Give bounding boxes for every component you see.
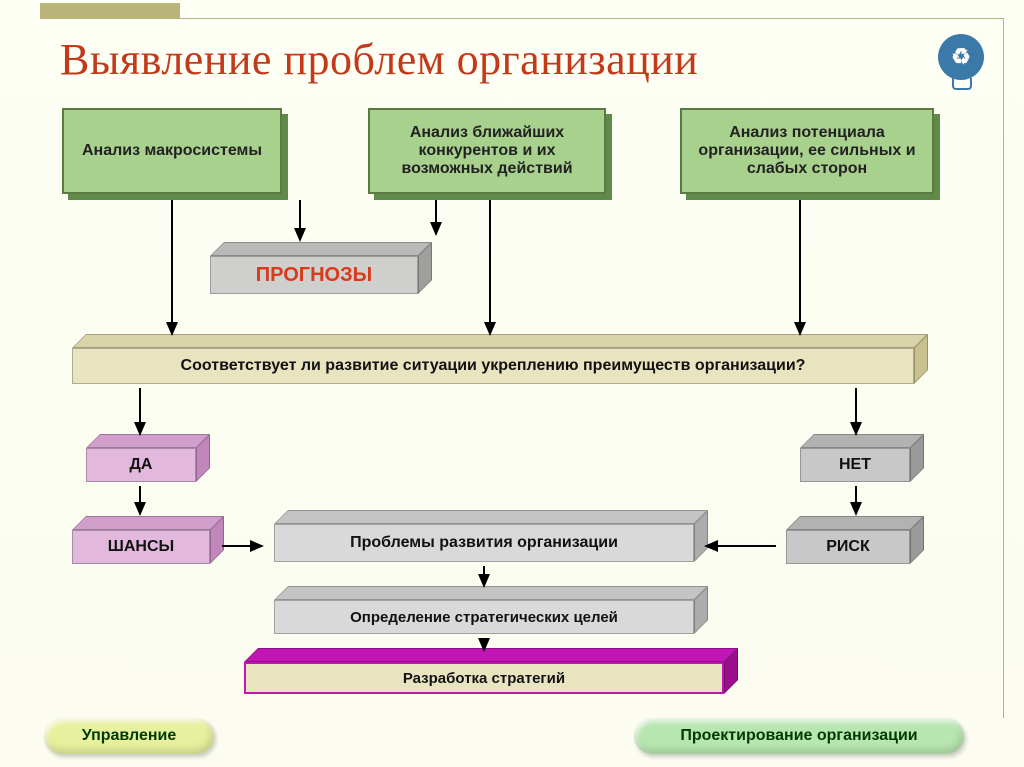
slide-root: Выявление проблем организации ♻ Анализ м… <box>0 0 1024 767</box>
arrows-layer <box>0 0 1024 767</box>
nav-management-label: Управление <box>82 727 177 745</box>
nav-management[interactable]: Управление <box>44 718 214 754</box>
nav-design-label: Проектирование организации <box>680 727 917 745</box>
nav-design[interactable]: Проектирование организации <box>634 718 964 754</box>
